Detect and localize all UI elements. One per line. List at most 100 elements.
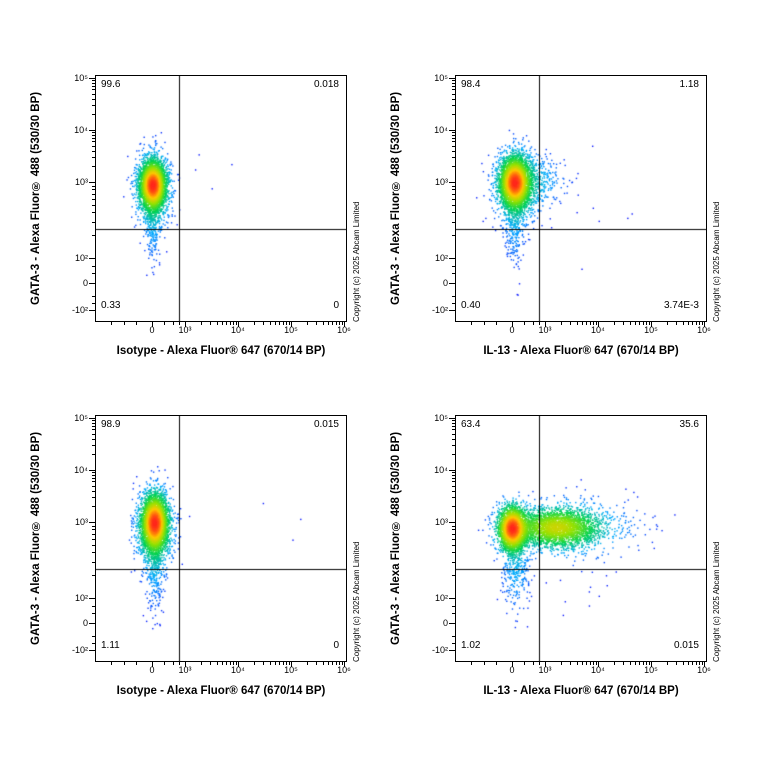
tick-mark [172, 322, 174, 325]
y-tick-label: 10⁵ [74, 72, 88, 83]
tick-mark [92, 105, 95, 107]
y-tick-label: -10² [431, 305, 448, 316]
tick-mark [178, 322, 180, 325]
x-tick-label: 0 [509, 665, 515, 675]
tick-mark [92, 150, 95, 152]
tick-mark [92, 472, 95, 474]
tick-mark [185, 322, 186, 327]
y-tick-label: 0 [442, 278, 448, 289]
tick-mark [210, 322, 212, 325]
tick-mark [545, 662, 546, 667]
tick-mark [452, 429, 455, 431]
tick-mark [701, 322, 703, 325]
tick-mark [651, 662, 652, 667]
tick-mark [496, 662, 498, 665]
tick-mark [452, 157, 455, 159]
tick-mark [523, 322, 525, 325]
tick-mark [92, 575, 95, 577]
tick-mark [586, 662, 588, 665]
tick-mark [178, 662, 180, 665]
tick-mark [645, 322, 647, 325]
tick-mark [545, 322, 546, 327]
tick-mark [238, 322, 239, 327]
tick-mark [452, 93, 455, 95]
tick-mark [92, 198, 95, 200]
quadrant-percent-upper-right: 35.6 [679, 419, 699, 430]
tick-mark [92, 425, 95, 427]
tick-mark [92, 157, 95, 159]
tick-mark [452, 85, 455, 87]
x-tick-label: 0 [149, 325, 155, 335]
tick-mark [576, 662, 578, 665]
tick-mark [452, 474, 455, 476]
tick-mark [449, 258, 455, 259]
tick-mark [452, 481, 455, 483]
tick-mark [560, 322, 562, 325]
x-tick-label: 10⁵ [644, 665, 658, 675]
x-axis-label: Isotype - Alexa Fluor® 647 (670/14 BP) [116, 685, 326, 697]
tick-mark [452, 613, 455, 615]
tick-mark [92, 481, 95, 483]
tick-mark [639, 322, 641, 325]
tick-mark [269, 322, 271, 325]
tick-mark [452, 132, 455, 134]
flow-cytometry-panel-top-right: GATA-3 - Alexa Fluor® 488 (530/30 BP) 98… [360, 0, 740, 368]
tick-mark [92, 635, 95, 637]
tick-mark [263, 322, 265, 325]
y-tick-label: 10² [434, 593, 448, 603]
tick-mark [635, 322, 637, 325]
tick-mark [92, 552, 95, 554]
quadrant-percent-lower-left: 0.40 [461, 300, 481, 311]
tick-mark [648, 322, 650, 325]
x-tick-label: 10⁵ [644, 325, 658, 335]
tick-mark [629, 322, 631, 325]
y-tick-label: 10² [74, 253, 88, 263]
tick-mark [598, 322, 599, 327]
tick-mark [92, 204, 95, 206]
tick-mark [92, 193, 95, 195]
tick-mark [452, 89, 455, 91]
tick-mark [582, 662, 584, 665]
tick-mark [452, 80, 455, 82]
x-tick-label: 10⁴ [231, 325, 245, 335]
tick-mark [452, 606, 455, 608]
tick-mark [452, 141, 455, 143]
scatter-plot [95, 75, 347, 322]
tick-mark [452, 295, 455, 297]
copyright-text: Copyright (c) 2025 Abcam Limited [712, 201, 721, 323]
tick-mark [704, 662, 705, 667]
tick-mark [92, 185, 95, 187]
quadrant-percent-upper-left: 98.9 [101, 419, 121, 430]
scatter-plot [455, 415, 707, 662]
tick-mark [123, 662, 125, 665]
tick-mark [229, 322, 231, 325]
tick-mark [452, 533, 455, 535]
tick-mark [576, 322, 578, 325]
tick-mark [89, 182, 95, 184]
tick-mark [695, 662, 697, 665]
quadrant-percent-lower-right: 0.015 [673, 640, 699, 651]
tick-mark [452, 575, 455, 577]
tick-mark [92, 85, 95, 87]
tick-mark [635, 662, 637, 665]
x-tick-label: 10³ [178, 325, 192, 335]
tick-mark [688, 322, 690, 325]
tick-mark [452, 166, 455, 168]
tick-mark [92, 642, 95, 644]
tick-mark [613, 322, 615, 325]
tick-mark [452, 98, 455, 100]
tick-mark [452, 529, 455, 531]
y-tick-label: -10² [71, 305, 88, 316]
tick-mark [452, 561, 455, 563]
tick-mark [291, 662, 292, 667]
tick-mark [92, 474, 95, 476]
x-tick-label: 0 [149, 665, 155, 675]
y-tick-label: 0 [442, 618, 448, 629]
tick-mark [89, 650, 95, 652]
tick-mark [452, 212, 455, 214]
y-tick-label: 10⁴ [74, 124, 88, 135]
scatter-plot [455, 75, 707, 322]
tick-mark [704, 322, 705, 327]
tick-mark [92, 533, 95, 535]
tick-mark [523, 662, 525, 665]
